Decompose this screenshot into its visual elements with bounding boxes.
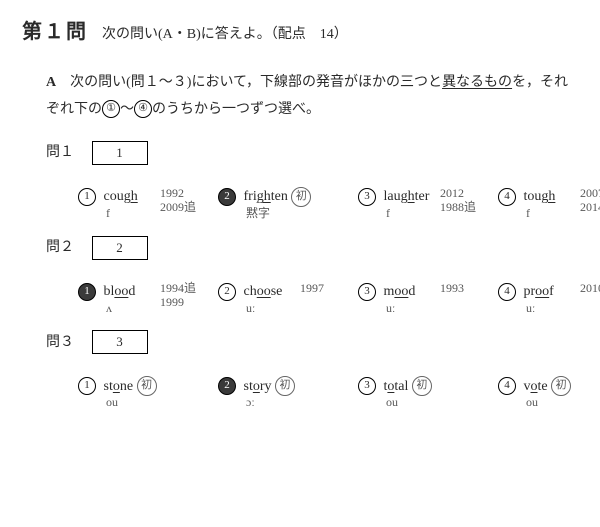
option: 2 choose 1997 uː xyxy=(218,282,344,316)
option-number-icon: 2 xyxy=(218,377,236,395)
option: 3 total 初 ou xyxy=(358,376,484,411)
option-word: total xyxy=(384,379,409,394)
phonetic-note: ʌ xyxy=(106,300,204,317)
option-number-icon: 4 xyxy=(498,188,516,206)
option-number-icon: 3 xyxy=(358,283,376,301)
handwritten-mark: 初 xyxy=(137,376,157,396)
year-note: 1993 xyxy=(440,280,464,297)
option-number-icon: 3 xyxy=(358,188,376,206)
option-word: story xyxy=(244,379,272,394)
option: 4 tough 20072014 f xyxy=(498,187,600,222)
option-number-icon: 4 xyxy=(498,283,516,301)
phonetic-note: ɔː xyxy=(246,394,344,411)
title-text: 次の問い(A・B)に答えよ。（配点 14） xyxy=(88,27,348,42)
phonetic-note: ou xyxy=(526,394,600,411)
year-note: 1988追 xyxy=(440,199,476,216)
option: 3 laughter 20121988追 f xyxy=(358,187,484,222)
phonetic-note: uː xyxy=(386,300,484,317)
option-number-icon: 1 xyxy=(78,283,96,301)
option: 2 frighten 初 黙字 xyxy=(218,187,344,222)
option-word: stone xyxy=(104,379,134,394)
year-note: 2010 xyxy=(580,280,600,297)
option-number-icon: 2 xyxy=(218,188,236,206)
handwritten-mark: 初 xyxy=(412,376,432,396)
subquestion-label: 問３ xyxy=(46,333,88,353)
option: 1 stone 初 ou xyxy=(78,376,204,411)
year-note: 2014 xyxy=(580,199,600,216)
year-note: 2009追 xyxy=(160,199,196,216)
phonetic-note: uː xyxy=(526,300,600,317)
option: 4 vote 初 ou xyxy=(498,376,600,411)
option: 4 proof 2010 uː xyxy=(498,282,600,316)
option-word: frighten xyxy=(244,189,288,204)
answer-box: 2 xyxy=(92,236,148,260)
subquestion-header: 問２ 2 xyxy=(46,236,578,260)
options-row: 1 stone 初 ou 2 story 初 ɔː 3 total 初 ou 4… xyxy=(78,376,578,411)
answer-box: 3 xyxy=(92,330,148,354)
handwritten-mark: 初 xyxy=(551,376,571,396)
option-word: mood xyxy=(384,284,416,299)
year-note: 1999 xyxy=(160,294,184,311)
option-word: choose xyxy=(244,284,283,299)
option: 1 blood 1994追1999 ʌ xyxy=(78,282,204,316)
option-word: tough xyxy=(524,189,556,204)
section-a-instructions: A 次の問い(問１～３)において，下線部の発音がほかの三つと異なるものを，それぞ… xyxy=(46,70,578,123)
subquestion-label: 問１ xyxy=(46,143,88,163)
option-word: blood xyxy=(104,284,136,299)
subquestion-header: 問３ 3 xyxy=(46,330,578,354)
option-word: vote xyxy=(524,379,548,394)
options-row: 1 blood 1994追1999 ʌ 2 choose 1997 uː 3 m… xyxy=(78,282,578,316)
handwritten-mark: 初 xyxy=(275,376,295,396)
answer-box: 1 xyxy=(92,141,148,165)
subquestion-label: 問２ xyxy=(46,238,88,258)
title-number: 第１問 xyxy=(22,21,88,43)
option-number-icon: 1 xyxy=(78,188,96,206)
handwritten-mark: 初 xyxy=(291,187,311,207)
option: 3 mood 1993 uː xyxy=(358,282,484,316)
year-note: 1997 xyxy=(300,280,324,297)
option-number-icon: 1 xyxy=(78,377,96,395)
option-number-icon: 3 xyxy=(358,377,376,395)
option-number-icon: 4 xyxy=(498,377,516,395)
option: 1 cough 19922009追 f xyxy=(78,187,204,222)
phonetic-note: ou xyxy=(106,394,204,411)
option-word: proof xyxy=(524,284,554,299)
option-word: laughter xyxy=(384,189,430,204)
phonetic-note: ou xyxy=(386,394,484,411)
phonetic-note: uː xyxy=(246,300,344,317)
option-number-icon: 2 xyxy=(218,283,236,301)
option: 2 story 初 ɔː xyxy=(218,376,344,411)
question-title: 第１問 次の問い(A・B)に答えよ。（配点 14） xyxy=(22,18,578,46)
phonetic-note: 黙字 xyxy=(246,205,344,222)
subquestion-header: 問１ 1 xyxy=(46,141,578,165)
option-word: cough xyxy=(104,189,138,204)
options-row: 1 cough 19922009追 f 2 frighten 初 黙字 3 la… xyxy=(78,187,578,222)
